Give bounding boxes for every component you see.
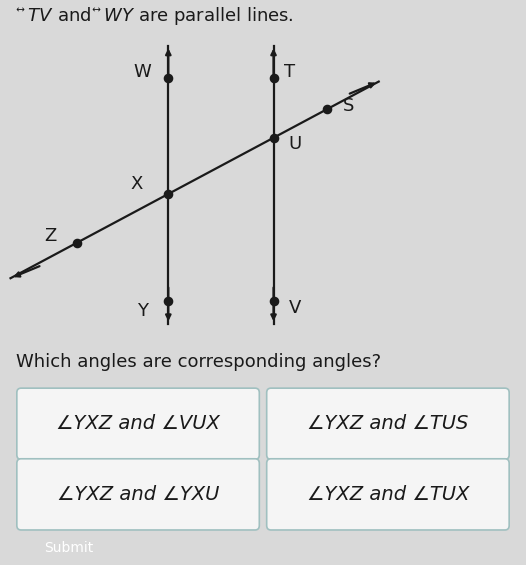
Point bbox=[269, 133, 278, 142]
Text: ∠YXZ and ∠YXU: ∠YXZ and ∠YXU bbox=[57, 485, 219, 504]
Point bbox=[269, 297, 278, 306]
Point bbox=[269, 74, 278, 83]
Text: S: S bbox=[342, 97, 354, 115]
Text: X: X bbox=[130, 175, 143, 193]
Text: ∠YXZ and ∠VUX: ∠YXZ and ∠VUX bbox=[56, 414, 220, 433]
Text: Which angles are corresponding angles?: Which angles are corresponding angles? bbox=[16, 353, 381, 371]
Text: Z: Z bbox=[44, 227, 57, 245]
Text: ∠YXZ and ∠TUX: ∠YXZ and ∠TUX bbox=[307, 485, 469, 504]
Point bbox=[164, 297, 173, 306]
Text: $\overleftrightarrow{TV}$ and $\overleftrightarrow{WY}$ are parallel lines.: $\overleftrightarrow{TV}$ and $\overleft… bbox=[16, 5, 294, 27]
Text: W: W bbox=[133, 63, 151, 81]
Point bbox=[164, 74, 173, 83]
Text: Y: Y bbox=[137, 302, 147, 320]
Text: Submit: Submit bbox=[44, 541, 93, 555]
Point bbox=[164, 189, 173, 198]
Text: T: T bbox=[284, 63, 295, 81]
Point bbox=[73, 238, 81, 247]
Text: V: V bbox=[288, 299, 301, 317]
Point bbox=[323, 105, 331, 114]
Text: ∠YXZ and ∠TUS: ∠YXZ and ∠TUS bbox=[307, 414, 469, 433]
Text: U: U bbox=[288, 135, 301, 153]
